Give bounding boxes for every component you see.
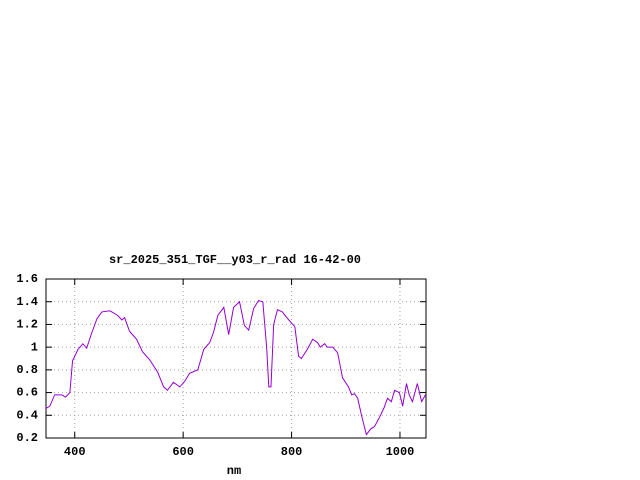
x-tick-label: 800: [281, 445, 303, 459]
x-tick-label: 400: [64, 445, 86, 459]
data-line: [45, 300, 426, 436]
y-tick-label: 0.6: [16, 386, 38, 400]
y-tick-label: 0.2: [16, 431, 38, 445]
y-tick-label: 1.4: [16, 295, 38, 309]
y-tick-label: 1.2: [16, 318, 38, 332]
y-tick-label: 0.8: [16, 363, 38, 377]
x-axis-label: nm: [227, 464, 241, 478]
y-tick-label: 0.4: [16, 408, 38, 422]
y-tick-label: 1: [31, 340, 38, 354]
chart-title: sr_2025_351_TGF__y03_r_rad 16-42-00: [109, 253, 361, 267]
x-tick-label: 600: [172, 445, 194, 459]
plot-frame: [45, 278, 427, 439]
x-tick-label: 1000: [386, 445, 415, 459]
y-tick-label: 1.6: [16, 272, 38, 286]
